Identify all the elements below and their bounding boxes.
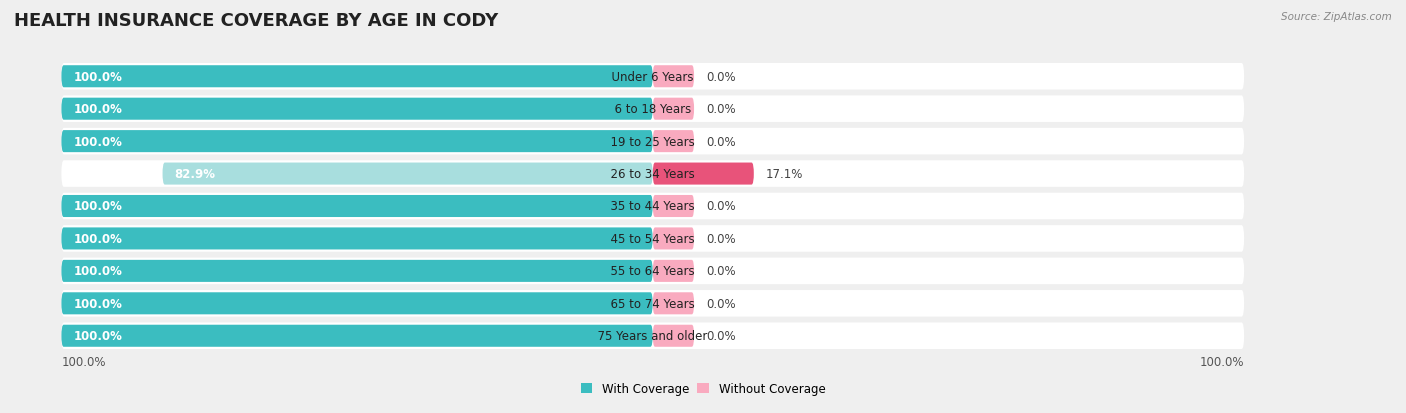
Legend: With Coverage, Without Coverage: With Coverage, Without Coverage	[581, 382, 825, 395]
Text: 100.0%: 100.0%	[62, 355, 105, 368]
Text: Under 6 Years: Under 6 Years	[605, 71, 702, 83]
FancyBboxPatch shape	[163, 163, 652, 185]
FancyBboxPatch shape	[62, 290, 1244, 317]
Text: 100.0%: 100.0%	[73, 135, 122, 148]
Text: 55 to 64 Years: 55 to 64 Years	[603, 265, 702, 278]
FancyBboxPatch shape	[62, 195, 652, 218]
FancyBboxPatch shape	[62, 193, 1244, 220]
Text: 0.0%: 0.0%	[706, 330, 735, 342]
Text: 35 to 44 Years: 35 to 44 Years	[603, 200, 702, 213]
Text: HEALTH INSURANCE COVERAGE BY AGE IN CODY: HEALTH INSURANCE COVERAGE BY AGE IN CODY	[14, 12, 498, 30]
Text: 45 to 54 Years: 45 to 54 Years	[603, 233, 702, 245]
Text: 100.0%: 100.0%	[73, 330, 122, 342]
Text: 100.0%: 100.0%	[73, 233, 122, 245]
FancyBboxPatch shape	[62, 292, 652, 315]
Text: Source: ZipAtlas.com: Source: ZipAtlas.com	[1281, 12, 1392, 22]
FancyBboxPatch shape	[62, 131, 652, 153]
Text: 0.0%: 0.0%	[706, 297, 735, 310]
FancyBboxPatch shape	[652, 260, 695, 282]
FancyBboxPatch shape	[652, 98, 695, 121]
Text: 17.1%: 17.1%	[766, 168, 803, 180]
FancyBboxPatch shape	[62, 228, 652, 250]
FancyBboxPatch shape	[652, 66, 695, 88]
FancyBboxPatch shape	[62, 325, 652, 347]
FancyBboxPatch shape	[62, 225, 1244, 252]
FancyBboxPatch shape	[652, 292, 695, 315]
Text: 0.0%: 0.0%	[706, 135, 735, 148]
FancyBboxPatch shape	[652, 163, 754, 185]
FancyBboxPatch shape	[62, 258, 1244, 285]
FancyBboxPatch shape	[62, 323, 1244, 349]
FancyBboxPatch shape	[652, 195, 695, 218]
Text: 19 to 25 Years: 19 to 25 Years	[603, 135, 703, 148]
FancyBboxPatch shape	[62, 260, 652, 282]
FancyBboxPatch shape	[62, 64, 1244, 90]
Text: 100.0%: 100.0%	[73, 103, 122, 116]
FancyBboxPatch shape	[62, 66, 652, 88]
Text: 6 to 18 Years: 6 to 18 Years	[607, 103, 699, 116]
Text: 65 to 74 Years: 65 to 74 Years	[603, 297, 703, 310]
FancyBboxPatch shape	[62, 128, 1244, 155]
Text: 0.0%: 0.0%	[706, 200, 735, 213]
Text: 100.0%: 100.0%	[73, 265, 122, 278]
Text: 100.0%: 100.0%	[1199, 355, 1244, 368]
Text: 82.9%: 82.9%	[174, 168, 215, 180]
Text: 75 Years and older: 75 Years and older	[591, 330, 716, 342]
FancyBboxPatch shape	[652, 228, 695, 250]
FancyBboxPatch shape	[62, 98, 652, 121]
Text: 26 to 34 Years: 26 to 34 Years	[603, 168, 703, 180]
Text: 0.0%: 0.0%	[706, 71, 735, 83]
FancyBboxPatch shape	[652, 325, 695, 347]
Text: 0.0%: 0.0%	[706, 233, 735, 245]
Text: 0.0%: 0.0%	[706, 103, 735, 116]
Text: 0.0%: 0.0%	[706, 265, 735, 278]
FancyBboxPatch shape	[652, 131, 695, 153]
Text: 100.0%: 100.0%	[73, 297, 122, 310]
FancyBboxPatch shape	[62, 161, 1244, 188]
Text: 100.0%: 100.0%	[73, 71, 122, 83]
FancyBboxPatch shape	[62, 96, 1244, 123]
Text: 100.0%: 100.0%	[73, 200, 122, 213]
